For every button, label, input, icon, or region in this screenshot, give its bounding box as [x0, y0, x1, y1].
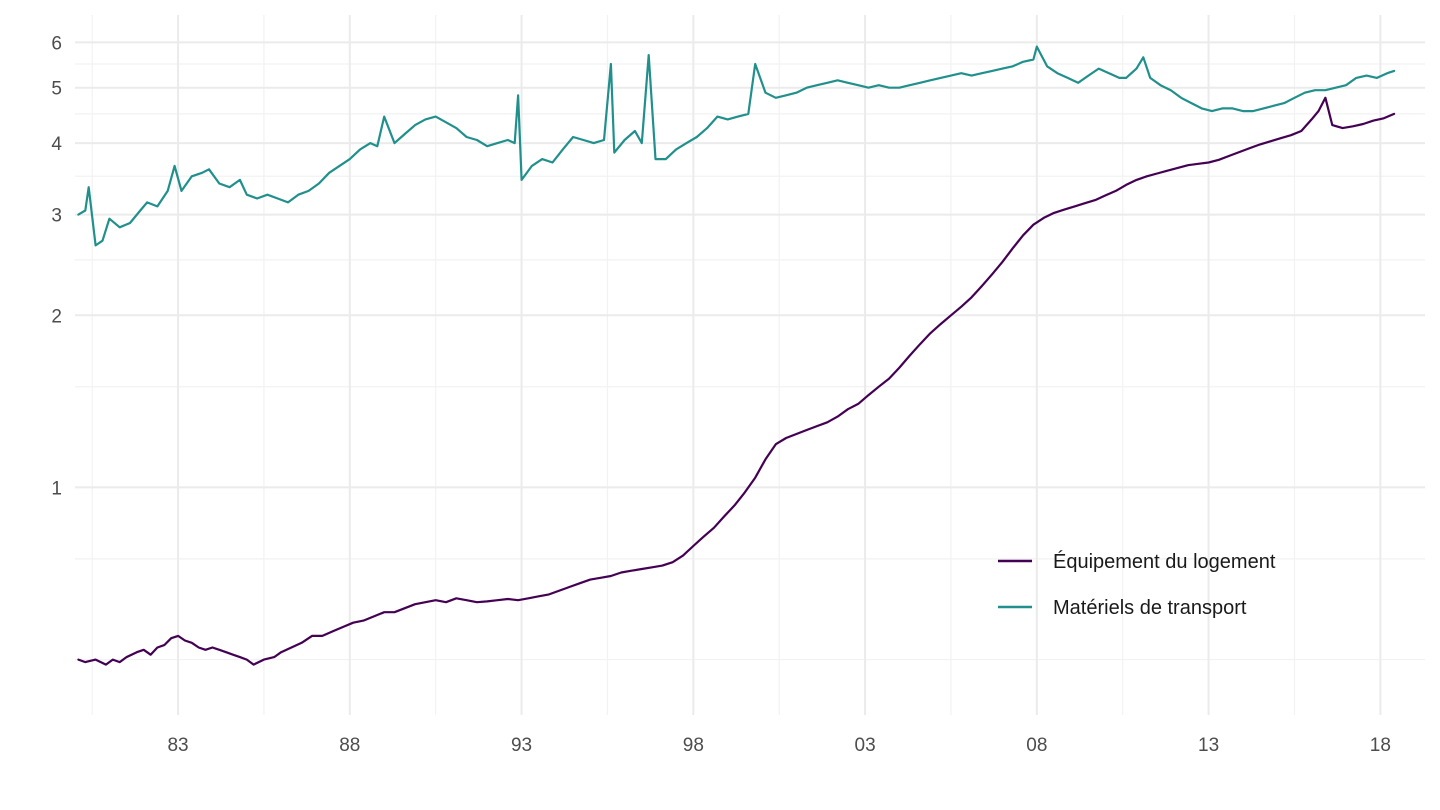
- y-axis-tick-labels: 1 2 3 4 5 6: [51, 33, 62, 499]
- x-tick-label: 13: [1198, 735, 1219, 756]
- y-tick-label: 5: [51, 79, 62, 100]
- x-tick-label: 83: [167, 735, 188, 756]
- x-tick-label: 18: [1370, 735, 1391, 756]
- legend-label-1: Équipement du logement: [1053, 550, 1276, 573]
- x-tick-label: 93: [511, 735, 532, 756]
- major-gridlines: [75, 15, 1425, 715]
- x-tick-label: 98: [683, 735, 704, 756]
- series-line-2: [77, 45, 1396, 247]
- y-tick-label: 6: [51, 33, 62, 54]
- series-line-1: [77, 96, 1396, 666]
- x-tick-label: 08: [1026, 735, 1047, 756]
- x-axis-tick-labels: 83 88 93 98 03 08 13 18: [167, 735, 1390, 756]
- legend-label-2: Matériels de transport: [1053, 597, 1247, 619]
- legend: Équipement du logement Matériels de trans…: [998, 550, 1276, 619]
- y-tick-label: 3: [51, 206, 62, 227]
- series-lines: [77, 45, 1396, 666]
- y-tick-label: 1: [51, 478, 62, 499]
- y-tick-label: 4: [51, 134, 62, 155]
- x-tick-label: 03: [855, 735, 876, 756]
- x-tick-label: 88: [339, 735, 360, 756]
- y-tick-label: 2: [51, 306, 62, 327]
- minor-gridlines: [75, 15, 1425, 715]
